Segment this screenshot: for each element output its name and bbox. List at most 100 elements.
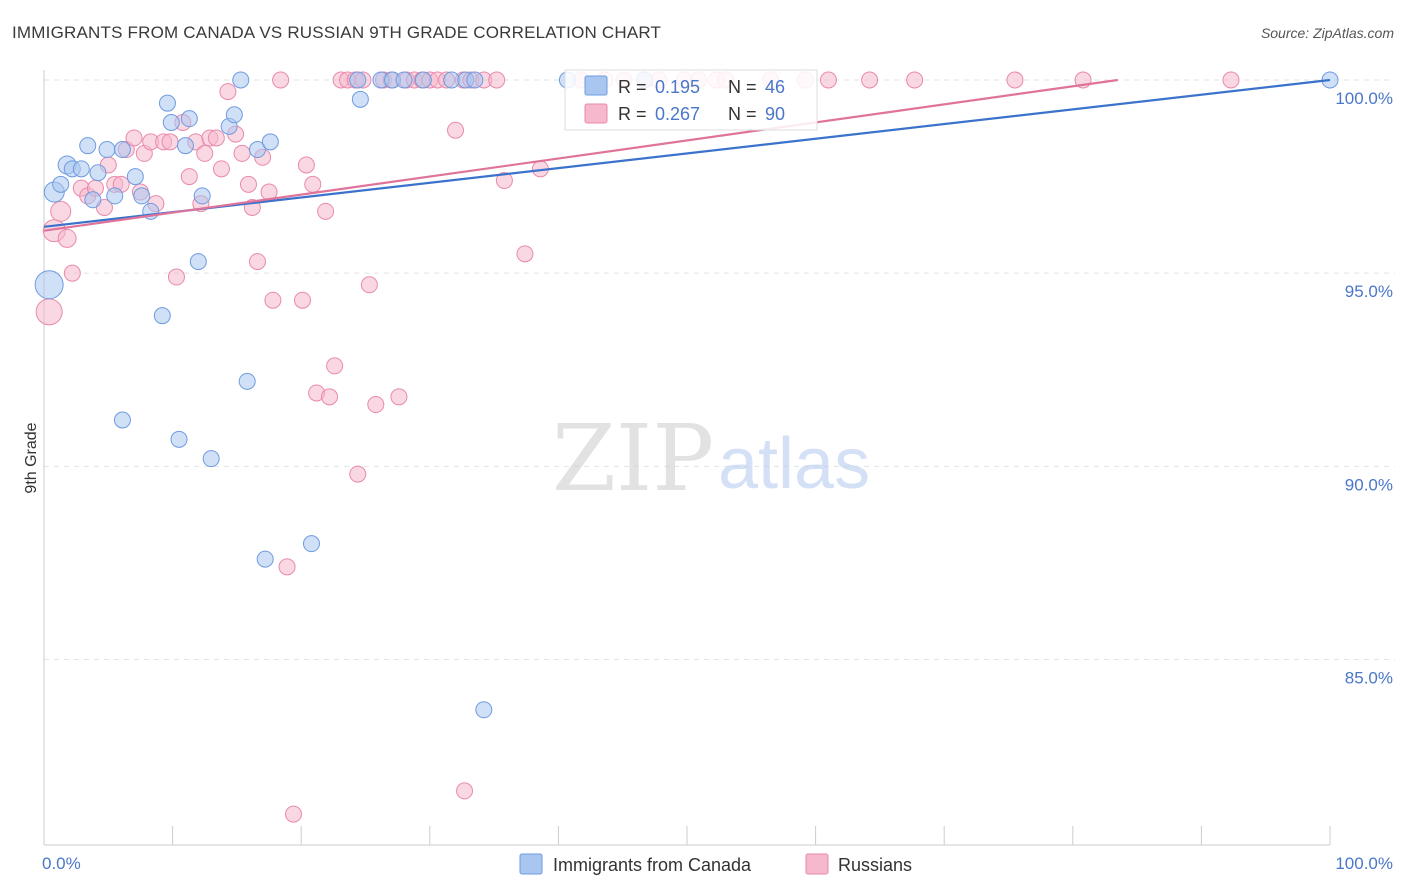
watermark-atlas: atlas bbox=[718, 424, 870, 504]
point-russians-34 bbox=[248, 253, 266, 271]
point-russians-28 bbox=[212, 160, 230, 178]
point-russians-13 bbox=[125, 129, 143, 147]
x-tick-label-0: 0.0% bbox=[42, 854, 81, 873]
stats-r-label-canada: R = bbox=[618, 77, 647, 97]
point-russians-84 bbox=[906, 71, 924, 89]
point-russians-52 bbox=[360, 276, 378, 294]
point-russians-43 bbox=[304, 175, 322, 193]
y-tick-label-2: 95.0% bbox=[1345, 282, 1393, 301]
point-canada-12 bbox=[126, 168, 144, 186]
x-tick-label-1: 100.0% bbox=[1335, 854, 1393, 873]
point-russians-42 bbox=[297, 156, 315, 174]
legend: Immigrants from Canada Russians bbox=[519, 853, 912, 875]
point-canada-7 bbox=[84, 191, 102, 209]
legend-swatch-russians bbox=[805, 853, 829, 875]
point-russians-32 bbox=[239, 175, 257, 193]
stats-n-value-russians: 90 bbox=[765, 104, 785, 124]
point-canada-2 bbox=[52, 175, 70, 193]
point-russians-85 bbox=[1006, 71, 1024, 89]
point-russians-87 bbox=[1222, 71, 1240, 89]
watermark-zip: ZIP bbox=[552, 405, 714, 512]
point-canada-32 bbox=[349, 71, 367, 89]
point-canada-38 bbox=[443, 71, 461, 89]
y-tick-label-0: 85.0% bbox=[1345, 669, 1393, 688]
point-russians-83 bbox=[861, 71, 879, 89]
point-canada-27 bbox=[238, 372, 256, 390]
point-russians-67 bbox=[488, 71, 506, 89]
point-russians-2 bbox=[50, 200, 72, 222]
point-canada-37 bbox=[414, 71, 432, 89]
y-tick-label-1: 90.0% bbox=[1345, 475, 1393, 494]
stats-swatch-canada bbox=[584, 75, 608, 96]
point-canada-11 bbox=[113, 141, 131, 159]
y-tick-label-3: 100.0% bbox=[1335, 89, 1393, 108]
point-russians-88 bbox=[349, 465, 367, 483]
point-russians-69 bbox=[516, 245, 534, 263]
stats-n-label-canada: N = bbox=[728, 77, 757, 97]
point-canada-18 bbox=[170, 430, 188, 448]
point-russians-37 bbox=[264, 291, 282, 309]
stats-n-value-canada: 46 bbox=[765, 77, 785, 97]
point-russians-4 bbox=[63, 264, 81, 282]
point-russians-31 bbox=[233, 144, 251, 162]
point-canada-10 bbox=[106, 187, 124, 205]
point-russians-46 bbox=[320, 388, 338, 406]
point-russians-68 bbox=[495, 171, 513, 189]
point-canada-31 bbox=[302, 535, 320, 553]
point-canada-20 bbox=[180, 110, 198, 128]
point-canada-25 bbox=[225, 106, 243, 124]
trend-lines bbox=[43, 78, 1331, 232]
point-russians-56 bbox=[390, 388, 408, 406]
point-canada-8 bbox=[89, 164, 107, 182]
watermark: ZIP atlas bbox=[552, 405, 870, 512]
point-russians-82 bbox=[819, 71, 837, 89]
point-canada-41 bbox=[475, 701, 493, 719]
point-canada-9 bbox=[98, 141, 116, 159]
chart-source: Source: ZipAtlas.com bbox=[1261, 25, 1394, 41]
x-minor-ticks bbox=[43, 826, 1331, 845]
point-canada-6 bbox=[79, 137, 97, 155]
legend-label-canada: Immigrants from Canada bbox=[553, 855, 752, 875]
legend-swatch-canada bbox=[519, 853, 543, 875]
point-canada-21 bbox=[189, 253, 207, 271]
point-canada-33 bbox=[351, 90, 369, 108]
stats-r-value-canada: 0.195 bbox=[655, 77, 700, 97]
point-russians-39 bbox=[278, 558, 296, 576]
trend-line-russians bbox=[43, 78, 1118, 232]
y-tick-labels: 85.0% 90.0% 95.0% 100.0% bbox=[1335, 89, 1393, 688]
point-russians-38 bbox=[272, 71, 290, 89]
point-canada-15 bbox=[153, 307, 171, 325]
point-canada-13 bbox=[133, 187, 151, 205]
point-canada-26 bbox=[232, 71, 250, 89]
point-russians-45 bbox=[317, 202, 335, 220]
point-russians-29 bbox=[219, 83, 237, 101]
point-canada-30 bbox=[261, 133, 279, 151]
point-russians-63 bbox=[447, 121, 465, 139]
stats-r-label-russians: R = bbox=[618, 104, 647, 124]
trend-line-canada bbox=[43, 78, 1331, 228]
stats-swatch-russians bbox=[584, 103, 608, 124]
point-russians-41 bbox=[293, 291, 311, 309]
point-russians-25 bbox=[196, 144, 214, 162]
point-canada-16 bbox=[158, 94, 176, 112]
point-canada-36 bbox=[395, 71, 413, 89]
point-russians-0 bbox=[35, 298, 63, 326]
gridlines bbox=[44, 79, 1395, 661]
point-canada-19 bbox=[176, 137, 194, 155]
series-canada-points bbox=[34, 71, 1339, 719]
point-russians-20 bbox=[167, 268, 185, 286]
point-russians-53 bbox=[367, 396, 385, 414]
x-tick-labels: 0.0% 100.0% bbox=[42, 854, 1393, 873]
stats-n-label-russians: N = bbox=[728, 104, 757, 124]
point-canada-28 bbox=[248, 141, 266, 159]
point-canada-0 bbox=[34, 270, 64, 300]
y-axis-label: 9th Grade bbox=[23, 422, 40, 493]
point-canada-5 bbox=[72, 160, 90, 178]
point-russians-19 bbox=[161, 133, 179, 151]
point-russians-47 bbox=[326, 357, 344, 375]
point-canada-29 bbox=[256, 550, 274, 568]
point-russians-89 bbox=[456, 782, 474, 800]
point-canada-23 bbox=[202, 450, 220, 468]
legend-label-russians: Russians bbox=[838, 855, 912, 875]
